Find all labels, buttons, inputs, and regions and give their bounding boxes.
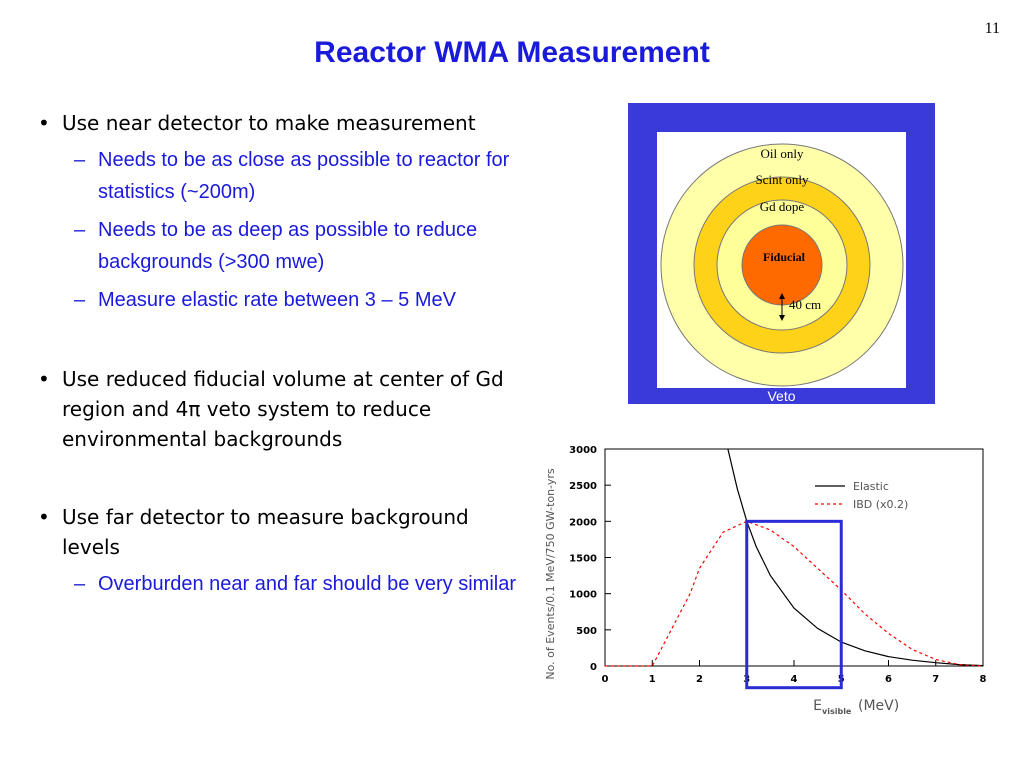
x-axis-label-unit: (MeV)	[858, 698, 899, 714]
bullet-far-detector: Use far detector to measure background l…	[36, 502, 516, 562]
oil-label: Oil only	[761, 146, 804, 161]
bullet-near-detector: Use near detector to make measurement	[36, 108, 516, 138]
y-tick-label: 2000	[569, 517, 597, 528]
slide-title: Reactor WMA Measurement	[314, 36, 710, 69]
veto-label: Veto	[767, 388, 796, 404]
sub-bullet-deep: Needs to be as deep as possible to reduc…	[36, 214, 516, 278]
y-tick-label: 2500	[569, 481, 597, 492]
series-line-elastic	[727, 448, 984, 667]
gd-label: Gd dope	[760, 199, 805, 214]
x-tick-label: 7	[932, 674, 939, 685]
y-axis-label: No. of Events/0.1 MeV/750 GW-ton-yrs	[544, 468, 557, 680]
y-tick-label: 1500	[569, 554, 597, 565]
sub-bullet-elastic-rate: Measure elastic rate between 3 – 5 MeV	[36, 284, 516, 316]
chart-legend: Elastic IBD (x0.2)	[815, 480, 908, 511]
x-tick-label: 0	[602, 674, 609, 685]
scint-label: Scint only	[755, 172, 809, 187]
legend-label: Elastic	[853, 480, 889, 493]
sub-bullet-overburden: Overburden near and far should be very s…	[36, 568, 516, 600]
y-tick-label: 3000	[569, 445, 597, 456]
x-tick-label: 4	[791, 674, 798, 685]
x-tick-label: 2	[696, 674, 703, 685]
x-axis-label-subscript: visible	[822, 707, 852, 716]
fiducial-label: Fiducial	[763, 250, 806, 264]
bullet-fiducial-volume: Use reduced fiducial volume at center of…	[36, 364, 516, 454]
dimension-arrow-bottom	[779, 315, 785, 321]
y-tick-label: 500	[576, 626, 597, 637]
dimension-arrow-top	[779, 293, 785, 299]
detector-interior: Oil only Scint only Gd dope Fiducial 40 …	[657, 132, 906, 388]
slide-number: 11	[984, 20, 1000, 37]
series-line-ibd	[605, 520, 984, 667]
sub-bullet-close: Needs to be as close as possible to reac…	[36, 144, 516, 208]
x-axis-label: E	[813, 698, 822, 714]
bullet-list: Use near detector to make measurement Ne…	[36, 108, 516, 600]
y-tick-label: 1000	[569, 590, 597, 601]
dimension-label: 40 cm	[789, 297, 821, 312]
plot-frame	[604, 448, 984, 667]
elastic-window-box	[745, 519, 843, 690]
legend-label: IBD (x0.2)	[853, 498, 908, 511]
x-tick-label: 8	[980, 674, 987, 685]
x-tick-label: 1	[649, 674, 656, 685]
energy-spectrum-chart: 0 1 2 3 4 5 6 7 8 0 500 1000 1500 2000 2500 3000 Elasti…	[540, 440, 1010, 730]
y-tick-label: 0	[590, 662, 597, 673]
x-tick-label: 6	[885, 674, 892, 685]
detector-rings: Oil only Scint only Gd dope Fiducial 40 …	[660, 143, 904, 387]
detector-diagram: Oil only Scint only Gd dope Fiducial 40 …	[628, 103, 935, 404]
